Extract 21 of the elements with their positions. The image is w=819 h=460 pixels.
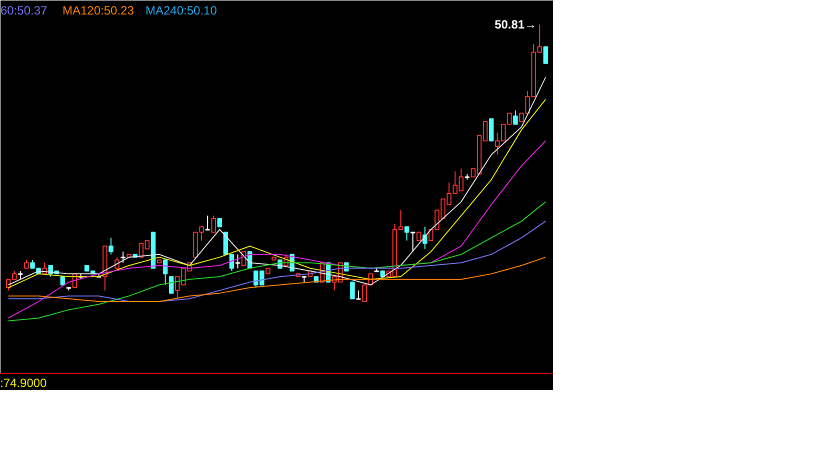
text: 60:50.37 <box>0 4 48 18</box>
candlestick <box>488 118 494 142</box>
candlestick <box>356 290 361 300</box>
candlestick <box>120 251 126 264</box>
candlestick <box>235 254 240 269</box>
candlestick <box>350 282 355 300</box>
candlestick <box>205 215 210 231</box>
candlestick <box>168 276 174 294</box>
text: :74.9000 <box>0 376 47 390</box>
text: MA120:50.23 <box>62 4 134 18</box>
legend-label: MA240:50.10 <box>146 4 218 18</box>
candlestick <box>108 237 114 255</box>
candlestick <box>211 215 216 233</box>
annotation: 50.81→ <box>494 18 537 32</box>
candlestick <box>543 46 548 64</box>
candlestick <box>223 232 228 255</box>
candlestick <box>513 110 518 125</box>
candlestick <box>229 254 234 272</box>
candlestick <box>410 232 416 252</box>
candlestick <box>404 226 410 242</box>
candlestick <box>422 226 428 250</box>
